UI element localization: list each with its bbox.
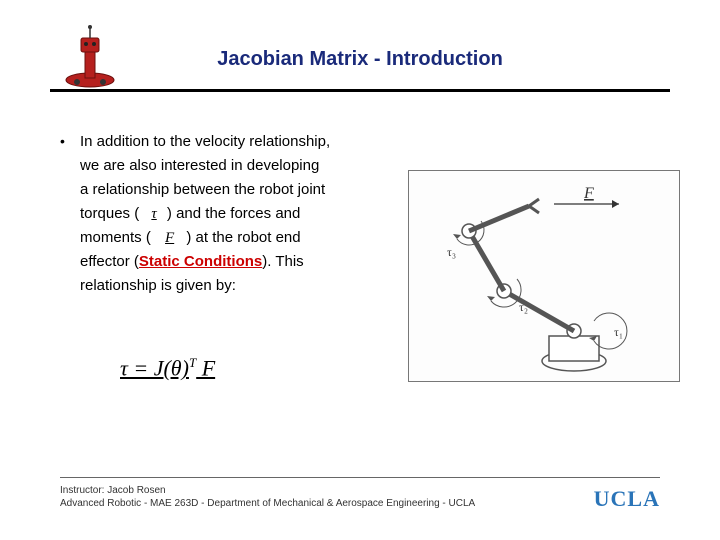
page-title: Jacobian Matrix - Introduction	[50, 30, 670, 71]
text-line: moments (	[80, 229, 151, 246]
force-symbol: F	[165, 230, 174, 246]
footer-line2: Advanced Robotic - MAE 263D - Department…	[60, 498, 475, 509]
footer-text: Instructor: Jacob Rosen Advanced Robotic…	[60, 484, 660, 510]
text-line: ) at the robot end	[186, 229, 300, 246]
figure-t2: τ₂	[519, 300, 528, 314]
eq-lhs: τ = J(θ)	[120, 355, 189, 380]
footer: Instructor: Jacob Rosen Advanced Robotic…	[60, 469, 660, 510]
text-line: torques (	[80, 205, 139, 222]
figure-F-label: F	[583, 185, 594, 202]
figure-t1: τ₁	[614, 325, 623, 339]
text-line: In addition to the velocity relationship…	[80, 133, 330, 150]
footer-line1: Instructor: Jacob Rosen	[60, 485, 166, 496]
equation: τ = J(θ)T F	[120, 355, 215, 381]
text-line: effector (	[80, 253, 139, 270]
static-conditions: Static Conditions	[139, 253, 262, 270]
text-line: ). This	[262, 253, 303, 270]
text-line: ) and the forces and	[167, 205, 300, 222]
text-line: a relationship between the robot joint	[80, 181, 325, 198]
robot-icon	[55, 20, 125, 90]
text-line: relationship is given by:	[80, 277, 236, 294]
text-line: we are also interested in developing	[80, 157, 319, 174]
bullet-dot: •	[60, 130, 80, 152]
robot-arm-figure: F τ₁ τ₂ τ₃	[408, 170, 680, 382]
tau-symbol: τ	[151, 206, 156, 222]
header: Jacobian Matrix - Introduction	[50, 30, 670, 100]
eq-tail: F	[196, 355, 215, 380]
divider-top	[50, 89, 670, 92]
figure-t3: τ₃	[447, 245, 456, 259]
bullet-text: In addition to the velocity relationship…	[80, 130, 400, 298]
divider-bottom	[60, 477, 660, 478]
slide: Jacobian Matrix - Introduction • In addi…	[0, 0, 720, 540]
ucla-logo: UCLA	[594, 486, 660, 512]
